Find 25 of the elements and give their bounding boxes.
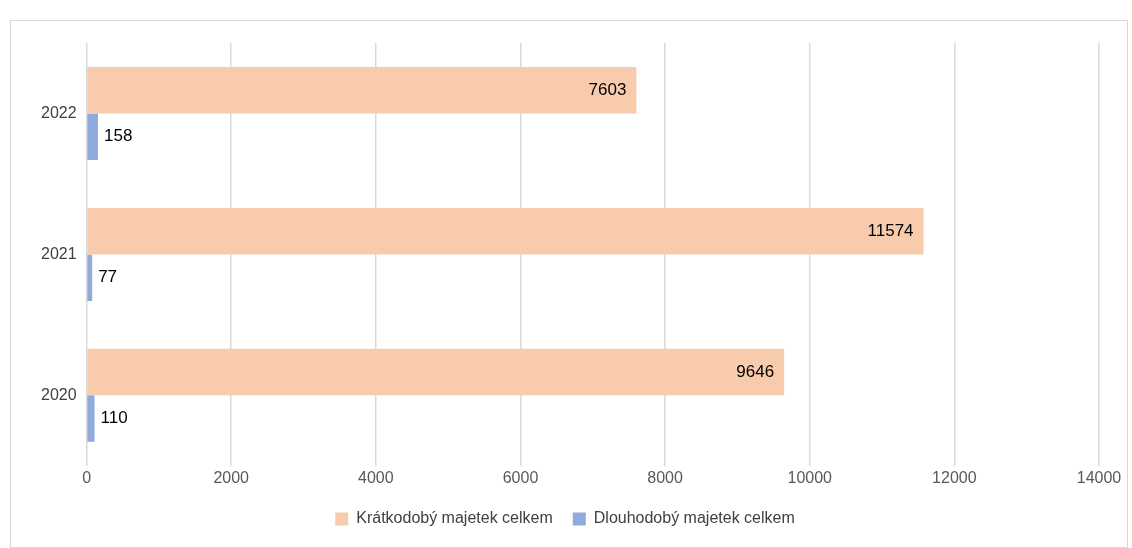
bar — [87, 395, 95, 442]
bar — [87, 66, 637, 114]
bar — [87, 348, 785, 396]
x-tick-label: 8000 — [647, 468, 684, 486]
data-label: 110 — [100, 408, 128, 428]
bar — [87, 254, 93, 301]
data-label: 11574 — [867, 220, 914, 240]
bar — [87, 207, 924, 255]
x-tick-label: 0 — [82, 468, 92, 486]
x-tick-label: 10000 — [787, 468, 833, 486]
x-tick-label: 12000 — [932, 468, 977, 486]
legend-label: Dlouhodobý majetek celkem — [593, 509, 795, 527]
y-tick-label: 2020 — [41, 385, 77, 403]
x-tick-label: 14000 — [1076, 468, 1122, 486]
x-tick-label: 4000 — [358, 468, 394, 486]
x-tick-label: 6000 — [502, 468, 539, 486]
legend-label: Krátkodobý majetek celkem — [356, 509, 553, 527]
bar — [87, 113, 99, 160]
data-label: 9646 — [736, 361, 775, 381]
x-tick-label: 2000 — [213, 468, 250, 486]
data-label: 77 — [98, 267, 118, 287]
data-label: 158 — [104, 126, 133, 146]
data-label: 7603 — [588, 79, 627, 99]
y-tick-label: 2021 — [41, 244, 77, 262]
y-tick-label: 2022 — [41, 103, 77, 121]
